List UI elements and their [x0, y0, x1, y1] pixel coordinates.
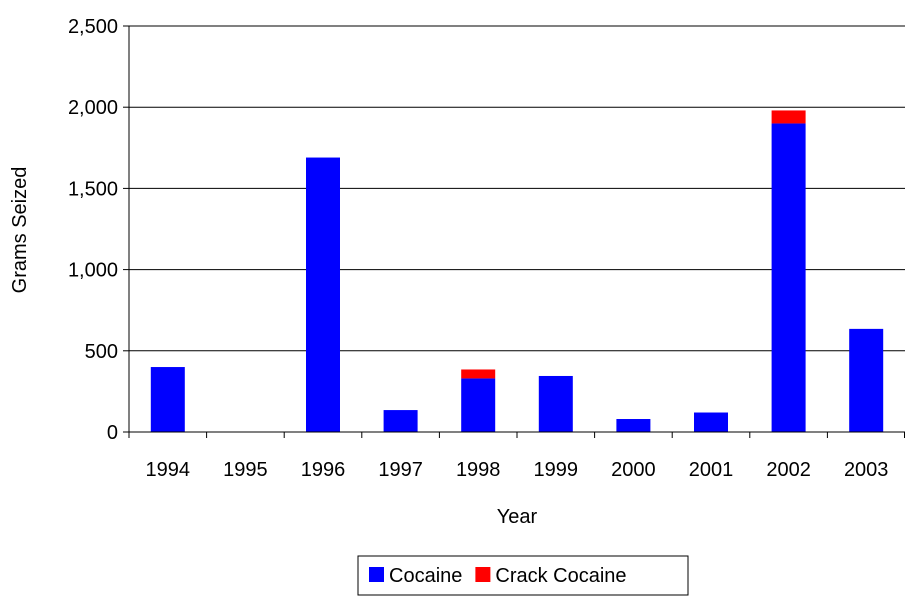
x-tick-label: 2000	[611, 459, 656, 481]
bar-cocaine	[616, 419, 651, 432]
x-tick-label: 1998	[456, 459, 501, 481]
y-tick-label: 2,000	[68, 97, 118, 119]
bar-crack-cocaine	[461, 369, 496, 379]
y-tick-label: 0	[107, 422, 118, 444]
y-tick-label: 2,500	[68, 16, 118, 38]
x-tick-label: 1997	[378, 459, 423, 481]
axes: 0 500 1,000 1,500 2,000 2,500 1994 1995 1996 1997…	[68, 16, 905, 481]
bar-cocaine	[383, 410, 418, 432]
x-tick-label: 1995	[223, 459, 268, 481]
bar-cocaine	[849, 328, 884, 432]
y-tick-label: 500	[85, 341, 118, 363]
legend-box	[357, 555, 689, 596]
x-tick-label: 1994	[146, 459, 191, 481]
bar-cocaine	[150, 367, 185, 432]
bar-cocaine	[461, 378, 496, 432]
bar-cocaine	[771, 123, 806, 432]
x-tick-label: 1996	[301, 459, 346, 481]
bar-cocaine	[306, 157, 340, 432]
x-tick-label: 1999	[534, 459, 579, 481]
bar-crack-cocaine	[771, 110, 806, 124]
legend-label: Cocaine	[389, 565, 462, 587]
x-axis-label: Year	[497, 506, 538, 528]
x-tick-label: 2002	[766, 459, 811, 481]
legend-swatch	[475, 567, 491, 582]
x-tick-label: 2003	[844, 459, 889, 481]
bar-cocaine	[538, 375, 573, 432]
legend: Cocaine Crack Cocaine	[357, 555, 689, 596]
y-axis-label: Grams Seized	[9, 167, 31, 294]
legend-label: Crack Cocaine	[495, 565, 626, 587]
y-tick-label: 1,500	[68, 178, 118, 200]
bars	[150, 110, 884, 432]
bar-cocaine	[694, 412, 728, 432]
legend-swatch	[369, 567, 384, 582]
y-tick-label: 1,000	[68, 260, 118, 282]
x-tick-label: 2001	[689, 459, 734, 481]
